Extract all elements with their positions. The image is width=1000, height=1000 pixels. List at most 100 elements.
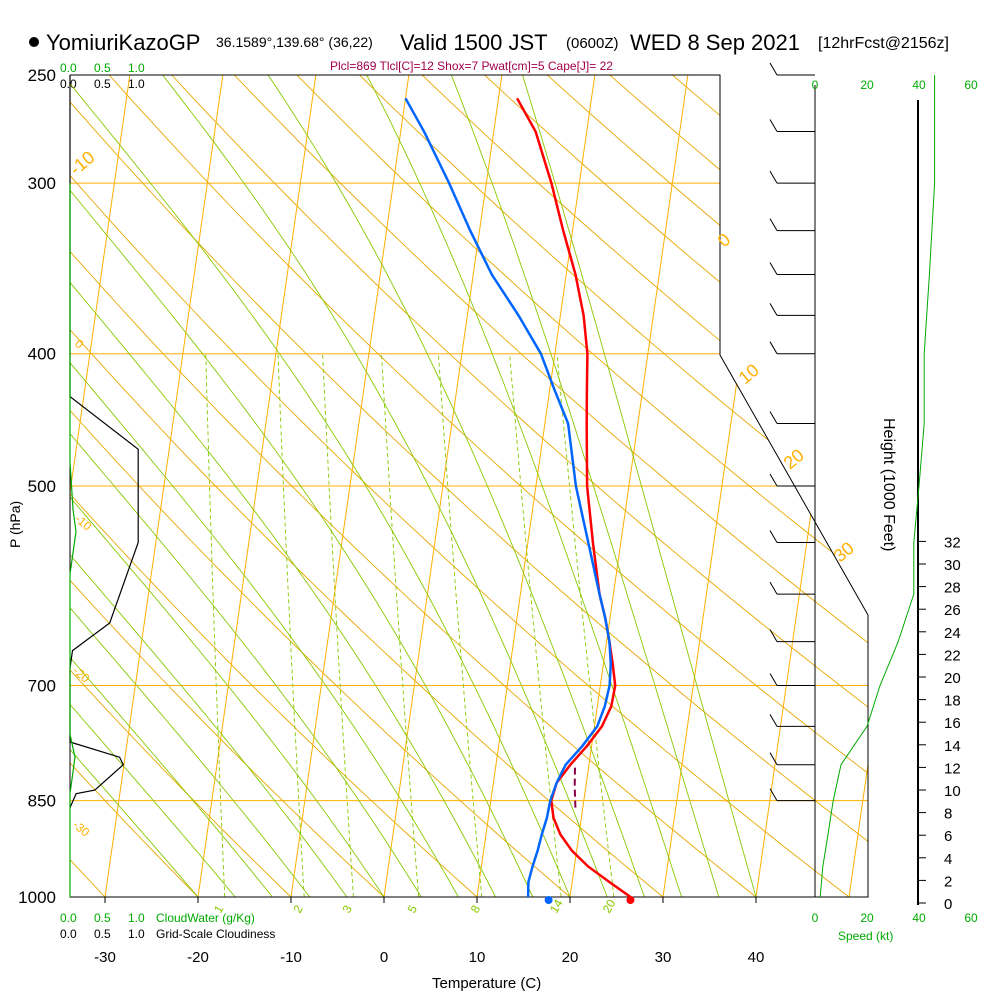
dry-adiabat-line (233, 75, 868, 897)
isotherm-label: 10 (735, 360, 763, 388)
isotherm-line (290, 75, 410, 897)
cloud-scale-tick: 1.0 (128, 911, 145, 925)
pressure-tick-label: 400 (28, 345, 56, 364)
isotherm-label: 30 (830, 538, 858, 566)
dry-adiabat-line (296, 75, 868, 897)
cloud-scale-tick: 1.0 (128, 77, 145, 91)
height-tick-label: 24 (944, 625, 961, 642)
wind-barb-flag (769, 673, 778, 686)
isotherm-line (70, 75, 131, 897)
cloud-scale-tick: 0.5 (94, 77, 111, 91)
wind-barb-flag (769, 629, 778, 642)
dry-adiabat-line (70, 75, 868, 897)
moist-adiabat-line (70, 75, 422, 897)
cloud-scale-bottom: 0.0 0.5 1.0 0.0 0.5 1.0 (60, 911, 145, 941)
x-tick-label: 20 (562, 949, 579, 966)
wind-barb-flag (769, 788, 778, 801)
cloud-scale-tick: 1.0 (128, 927, 145, 941)
height-tick-label: 12 (944, 760, 961, 777)
height-tick-label: 30 (944, 557, 961, 574)
isotherm-label: 20 (780, 445, 808, 473)
x-tick-label: -20 (187, 949, 209, 966)
speed-tick-label: 60 (964, 911, 978, 925)
y-axis-title: P (hPa) (7, 501, 23, 548)
height-axis-title: Height (1000 Feet) (880, 418, 897, 551)
speed-tick-label: 60 (964, 78, 978, 92)
height-tick-label: 26 (944, 602, 961, 619)
moist-adiabat-line (162, 75, 608, 897)
wind-barb-flag (769, 473, 778, 487)
wind-barb-flag (769, 218, 778, 231)
x-tick-label: -30 (94, 949, 116, 966)
wind-speed-line (819, 75, 936, 898)
moist-adiabat-line (70, 75, 348, 897)
wind-barb-flag (769, 119, 778, 132)
speed-tick-label: 0 (812, 911, 819, 925)
surface-temperature-marker (626, 896, 635, 904)
wind-barb-flag (769, 170, 778, 184)
cloud-scale-tick: 0.5 (94, 911, 111, 925)
wind-barb-flag (769, 303, 778, 316)
valid-time: Valid 1500 JST (400, 30, 548, 55)
height-tick-label: 32 (944, 534, 961, 551)
mixing-ratio-label: 5 (405, 902, 421, 915)
wind-barb-flag (769, 262, 778, 275)
wind-barb-flag (769, 530, 778, 543)
dry-adiabat-line (108, 75, 868, 897)
moist-adiabat-line (70, 75, 534, 897)
parcel-line (573, 764, 577, 808)
isotherm-line (569, 75, 689, 897)
valid-date: WED 8 Sep 2021 (630, 30, 800, 55)
wind-barb-flag (769, 581, 778, 595)
dry-adiabat-line (70, 75, 757, 897)
height-tick-label: 18 (944, 693, 961, 710)
pressure-tick-label: 850 (28, 792, 56, 811)
speed-tick-label: 20 (860, 911, 874, 925)
moist-adiabat-line (70, 75, 497, 897)
station-name: YomiuriKazoGP (46, 30, 200, 55)
dry-adiabat-line (70, 75, 292, 897)
isotherm-label: -30 (70, 818, 93, 840)
pressure-tick-label: 300 (28, 174, 56, 193)
moist-adiabat-line (70, 75, 199, 897)
moist-adiabat-line (267, 75, 645, 897)
height-tick-label: 6 (944, 828, 952, 845)
pressure-tick-label: 700 (28, 677, 56, 696)
wind-barb-flag (769, 411, 778, 424)
dry-adiabat-line (70, 75, 478, 897)
dry-adiabat-line (70, 75, 385, 897)
moist-adiabat-line (70, 75, 273, 897)
moist-adiabat-line (70, 75, 310, 897)
wind-barb-flag (769, 714, 778, 727)
height-tick-label: 2 (944, 873, 952, 890)
x-tick-label: -10 (280, 949, 302, 966)
cloud-water-line (69, 183, 77, 897)
mixing-ratio-line (277, 353, 305, 897)
height-tick-label: 10 (944, 783, 961, 800)
height-tick-label: 22 (944, 647, 961, 664)
station-location: 36.1589°,139.68° (36,22) (216, 34, 373, 50)
isotherm-label: -10 (66, 147, 99, 179)
dry-adiabat-line (70, 75, 571, 897)
isotherm-label: -20 (70, 664, 93, 686)
cloudiness-label: Grid-Scale Cloudiness (156, 927, 275, 941)
moist-adiabat-line (70, 75, 571, 897)
mixing-ratio-label: 20 (600, 897, 619, 916)
cloudwater-label: CloudWater (g/Kg) (156, 911, 255, 925)
forecast-info: [12hrFcst@2156z] (818, 35, 949, 52)
height-tick-label: 0 (944, 896, 952, 913)
mixing-ratio-line (437, 353, 483, 897)
pressure-tick-label: 1000 (18, 888, 56, 907)
height-tick-label: 14 (944, 738, 961, 755)
header-bullet-icon (29, 37, 39, 47)
mixing-ratio-line (322, 353, 354, 897)
cloudiness-line (69, 75, 139, 808)
x-tick-label: 10 (469, 949, 486, 966)
x-tick-label: 40 (748, 949, 765, 966)
isotherm-label: 0 (714, 229, 735, 251)
dry-adiabat-line (70, 75, 664, 897)
height-tick-label: 16 (944, 715, 961, 732)
cloud-scale-tick: 0.5 (94, 61, 111, 75)
stability-indices: Plcl=869 Tlcl[C]=12 Shox=7 Pwat[cm]=5 Ca… (330, 59, 613, 73)
